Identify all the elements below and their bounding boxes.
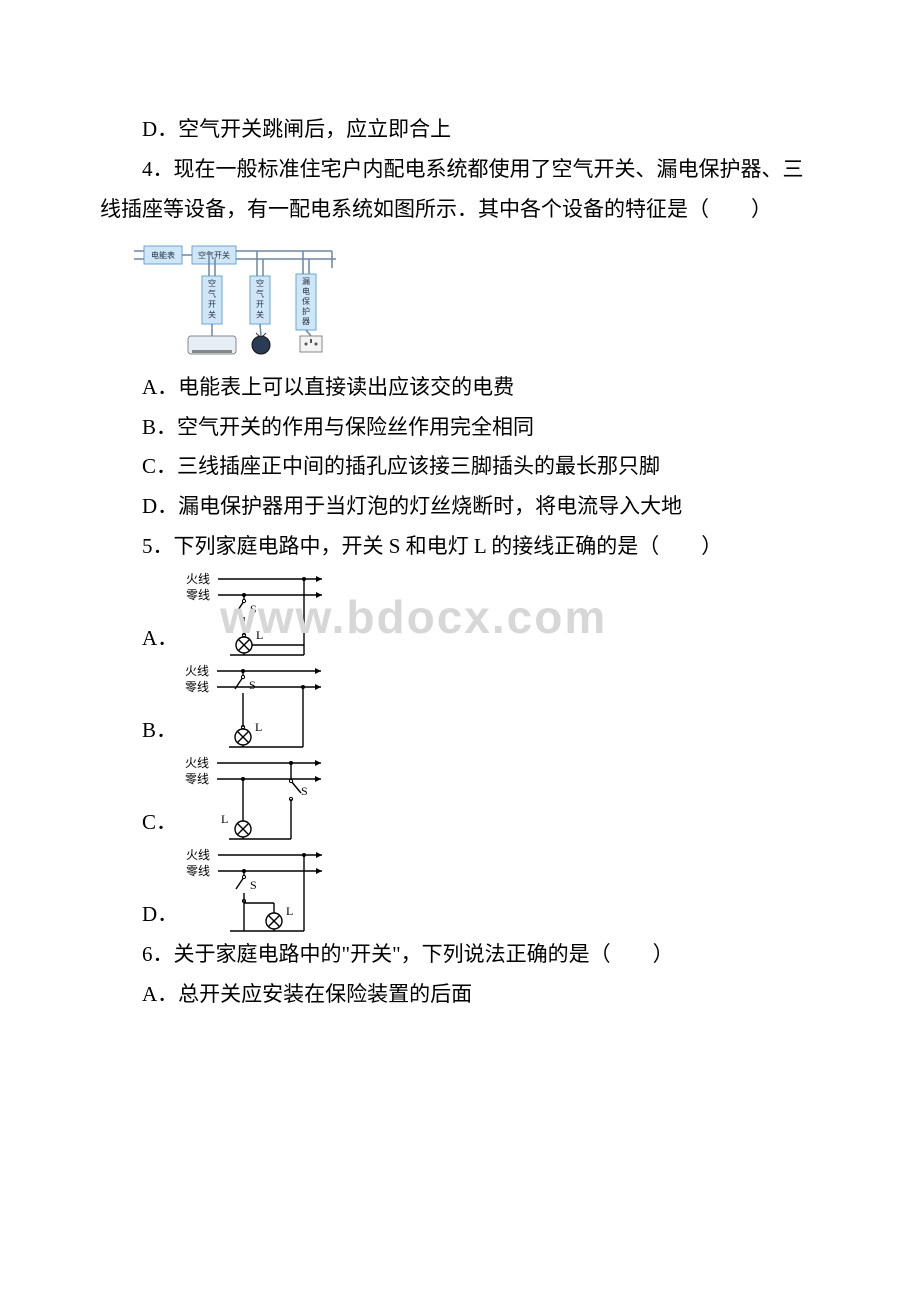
q4-option-a: A．电能表上可以直接读出应该交的电费 [100,368,820,408]
svg-text:L: L [256,628,263,642]
q5-option-b-row: B． 火线零线 S L [100,659,820,751]
svg-text:S: S [250,602,257,616]
q5-option-c-label: C． [142,803,177,843]
q4-diagram-svg: 电能表空气开关空气开关空气开关漏电保护器 [132,236,362,362]
svg-text:火线: 火线 [186,572,210,586]
q5-option-a-label: A． [142,619,178,659]
q5-option-b-label: B． [142,711,177,751]
q5-diagram-d: 火线零线 S L [184,843,324,935]
svg-text:空气开关: 空气开关 [198,250,230,260]
svg-text:开: 开 [256,300,264,309]
svg-text:气: 气 [256,288,264,298]
svg-text:空: 空 [256,278,264,288]
svg-text:漏: 漏 [302,276,310,286]
q5-option-d-label: D． [142,895,178,935]
q5-option-d-row: D． 火线零线 S L [100,843,820,935]
svg-text:L: L [221,812,228,826]
svg-text:保: 保 [302,296,310,306]
svg-text:L: L [286,904,293,918]
q4-option-d: D．漏电保护器用于当灯泡的灯丝烧断时，将电流导入大地 [100,487,820,527]
q4-option-b: B．空气开关的作用与保险丝作用完全相同 [100,408,820,448]
svg-text:电能表: 电能表 [151,250,175,260]
svg-text:关: 关 [256,309,264,319]
q5-option-a-row: A． 火线零线 SL [100,567,820,659]
q5-diagram-a: 火线零线 SL [184,567,324,659]
svg-text:S: S [301,784,308,798]
q3-option-d: D．空气开关跳闸后，应立即合上 [100,110,820,150]
svg-text:器: 器 [302,317,310,326]
q4-figure: 电能表空气开关空气开关空气开关漏电保护器 [132,236,820,362]
svg-text:护: 护 [302,306,310,316]
svg-text:空: 空 [208,278,216,288]
q4-option-c: C．三线插座正中间的插孔应该接三脚插头的最长那只脚 [100,447,820,487]
svg-text:火线: 火线 [186,848,210,862]
svg-text:电: 电 [302,286,310,296]
svg-text:关: 关 [208,309,216,319]
svg-text:S: S [250,878,257,892]
document-page: www.bdocx.com D．空气开关跳闸后，应立即合上 4．现在一般标准住宅… [0,0,920,1302]
q6-option-a: A．总开关应安装在保险装置的后面 [100,975,820,1015]
svg-text:开: 开 [208,300,216,309]
svg-text:气: 气 [208,288,216,298]
q5-diagram-b: 火线零线 S L [183,659,323,751]
svg-text:零线: 零线 [185,772,209,786]
svg-text:火线: 火线 [185,664,209,678]
svg-text:L: L [255,720,262,734]
svg-text:零线: 零线 [185,680,209,694]
svg-text:零线: 零线 [186,864,210,878]
q6-stem: 6．关于家庭电路中的"开关"，下列说法正确的是（ ） [100,935,820,975]
q4-stem: 4．现在一般标准住宅户内配电系统都使用了空气开关、漏电保护器、三线插座等设备，有… [100,150,820,230]
svg-text:火线: 火线 [185,756,209,770]
svg-text:零线: 零线 [186,588,210,602]
svg-text:S: S [249,678,256,692]
q5-stem: 5．下列家庭电路中，开关 S 和电灯 L 的接线正确的是（ ） [100,527,820,567]
q5-diagram-c: 火线零线 L S [183,751,323,843]
q5-option-c-row: C． 火线零线 L S [100,751,820,843]
